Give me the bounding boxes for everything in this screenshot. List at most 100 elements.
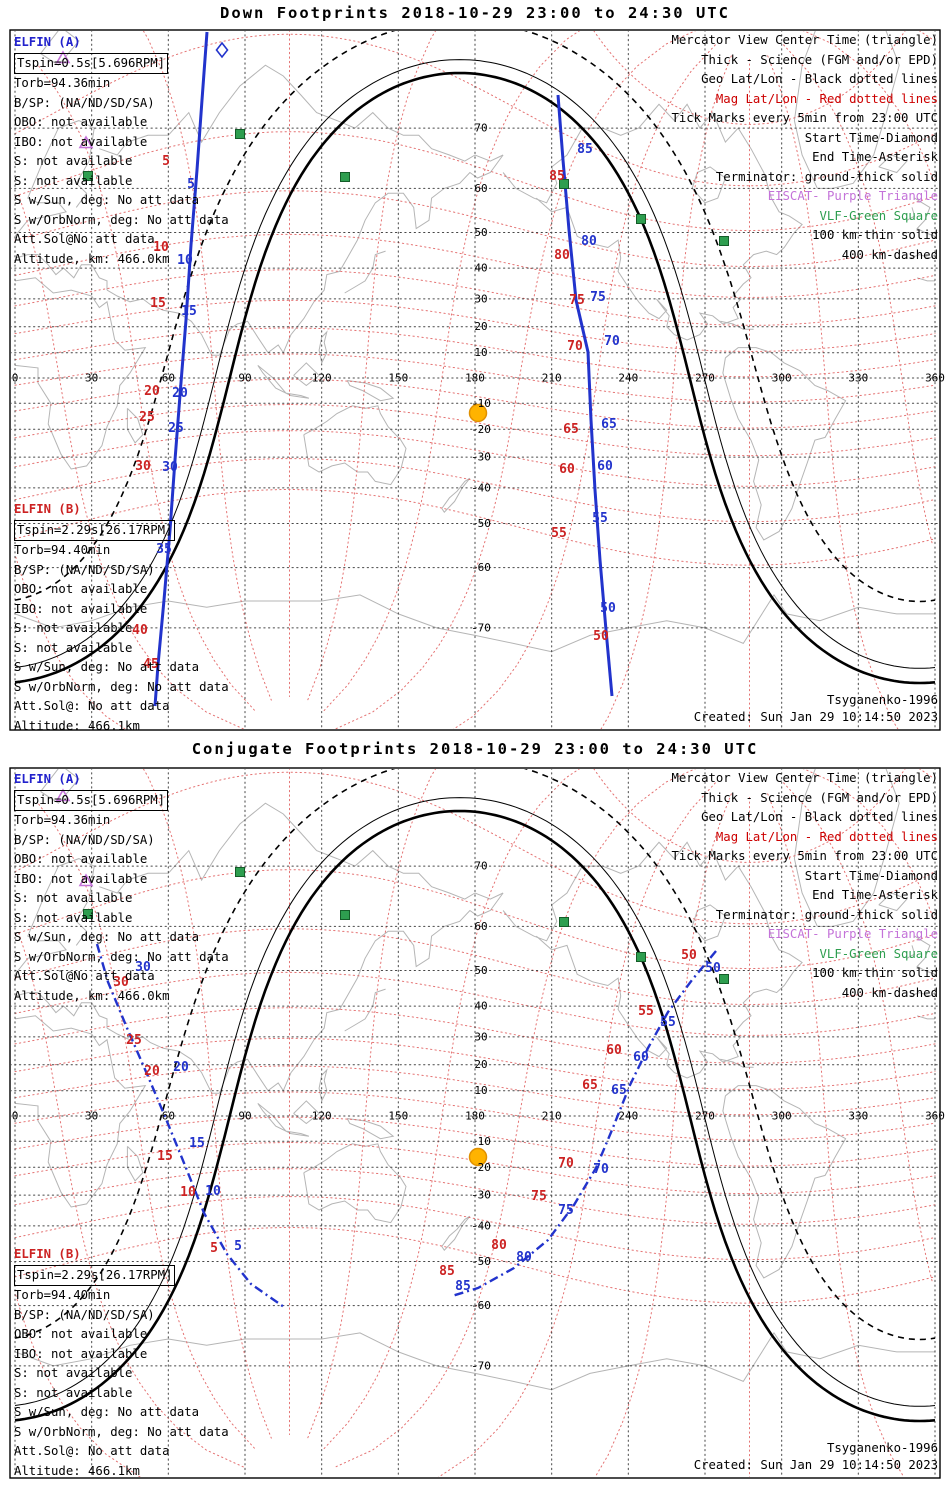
satellite-track [153,31,209,707]
vlf-square-marker [235,867,245,877]
elfin-header: ELFIN (B) [14,502,81,516]
created-timestamp: Created: Sun Jan 29 10:14:50 2023 [693,1458,938,1472]
lon-axis-label: 330 [848,372,868,385]
legend-line: 100 km-thin solid [812,228,938,242]
lat-axis-label: 10 [474,346,487,359]
coastlines [14,769,936,1391]
legend-line: Tick Marks every 5min from 23:00 UTC [671,111,938,125]
elfin-a-info-block-panel1: ELFIN (A) Tspin=0.5s[5.696RPM] Torb=94.36m… [14,33,229,269]
lon-axis-label: 60 [162,1110,175,1123]
info-line: S w/Sun, deg: No att data [14,193,200,207]
track-tick-label: 50 [681,948,697,963]
track-tick-label: 80 [554,248,570,263]
lat-axis-label: 10 [474,1084,487,1097]
track-tick-label: 85 [439,1264,455,1279]
track-tick-label: 20 [144,1064,160,1079]
info-line: Altitude, km: 466.0km [14,988,170,1003]
tspin-boxed-value: Tspin=2.29s[26.17RPM] [14,519,176,541]
axis-labels: 0 30 60 90 120 150 180 210 240 270 300 330 360 70 60 50… [12,122,945,635]
track-tick-label: 10 [180,1185,196,1200]
info-line: Tspin=2.29s[26.17RPM] [14,519,229,541]
legend-panel2: Mercator View Center Time (triangle) Thic… [671,769,938,1003]
info-line: S w/OrbNorm, deg: No att data [14,1424,229,1439]
elfin-header: ELFIN (A) [14,772,81,786]
legend-line: VLF-Green Square [819,208,938,223]
lon-axis-label: 180 [465,1110,485,1123]
vlf-square-marker [559,917,569,927]
elfin-header: ELFIN (A) [14,35,81,49]
info-line: Att.Sol@: No att data [14,699,170,713]
lat-axis-label: -10 [471,1135,491,1148]
track-tick-label: 15 [150,296,166,311]
lon-axis-label: 270 [695,1110,715,1123]
track-tick-label: 75 [558,1203,574,1218]
track-tick-label: 80 [516,1250,532,1265]
elfin-header: ELFIN (B) [14,1247,81,1261]
info-line: Torb=94.40min [14,543,111,557]
track-tick-label: 30 [135,459,151,474]
info-line: OBO: not available [14,115,148,129]
info-line: Att.Sol@No att data [14,232,155,246]
vlf-square-marker [83,909,93,919]
info-line: OBO: not available [14,852,148,866]
track-tick-label: 85 [577,142,593,157]
panel-border [9,29,941,731]
tspin-boxed-value: Tspin=0.5s[5.696RPM] [14,789,169,811]
track-tick-label: 20 [144,384,160,399]
info-line: Att.Sol@: No att data [14,1444,170,1458]
lon-axis-label: 210 [542,1110,562,1123]
lat-axis-label: 40 [474,1000,487,1013]
track-tick-label: 60 [597,459,613,474]
eiscat-triangle-marker [55,788,71,802]
track-tick-label: 15 [157,1149,173,1164]
lat-axis-label: 40 [474,262,487,275]
info-line: S w/OrbNorm, deg: No att data [14,212,229,227]
info-line: S w/Sun, deg: No att data [14,1405,200,1419]
track-tick-label: 60 [559,462,575,477]
info-line: S: not available [14,1385,133,1400]
down-footprints-title: Down Footprints 2018-10-29 23:00 to 24:3… [220,4,730,22]
track-tick-label: 70 [558,1156,574,1171]
legend-line: Thick - Science (FGM and/or EPD) [701,790,938,805]
vlf-square-marker [559,179,569,189]
eiscat-triangle-marker [78,873,94,887]
track-tick-label: 35 [156,542,172,557]
track-tick-label: 75 [531,1189,547,1204]
eiscat-triangle-marker [78,135,94,149]
lat-axis-label: -60 [471,561,491,574]
track-tick-label: 55 [660,1015,676,1030]
lat-axis-label: 30 [474,1030,487,1043]
track-tick-label: 30 [162,460,178,475]
orange-dot-marker [468,403,488,423]
track-tick-label: 55 [638,1004,654,1019]
lon-axis-label: 30 [85,372,98,385]
info-line: Tspin=2.29s[26.17RPM] [14,1264,229,1286]
info-line: S: not available [14,891,133,905]
track-tick-label: 30 [135,960,151,975]
info-line: IBO: not available [14,134,148,149]
track-tick-label: 5 [187,177,195,192]
lat-axis-label: -20 [471,423,491,436]
legend-line: Mercator View Center Time (triangle) [671,771,938,785]
legend-line: Terminator: ground-thick solid [715,169,938,184]
info-line: Altitude, km: 466.0km [14,251,170,266]
info-line: OBO: not available [14,1327,148,1341]
lat-axis-label: 20 [474,1058,487,1071]
lon-axis-label: 180 [465,372,485,385]
track-tick-labels: 5 10 15 20 25 30 35 85 80 75 70 65 60 55 50 5 10 15 20 25 30… [132,142,620,672]
lon-axis-label: 150 [388,1110,408,1123]
panel-border [9,767,941,1479]
info-line: S w/Sun, deg: No att data [14,930,200,944]
legend-line: Geo Lat/Lon - Black dotted lines [701,810,938,824]
legend-line: EISCAT- Purple Triangle [767,927,938,941]
track-tick-label: 15 [181,304,197,319]
orange-dot-marker [468,1147,488,1167]
lon-axis-label: 120 [312,372,332,385]
track-tick-label: 80 [581,234,597,249]
track-tick-label: 80 [491,1238,507,1253]
lon-axis-label: 0 [12,372,19,385]
elfin-b-info-block-panel2: ELFIN (B) Tspin=2.29s[26.17RPM] Torb=94.40… [14,1245,229,1481]
info-line: S w/OrbNorm, deg: No att data [14,679,229,694]
track-tick-label: 85 [455,1279,471,1294]
lat-axis-label: 60 [474,920,487,933]
